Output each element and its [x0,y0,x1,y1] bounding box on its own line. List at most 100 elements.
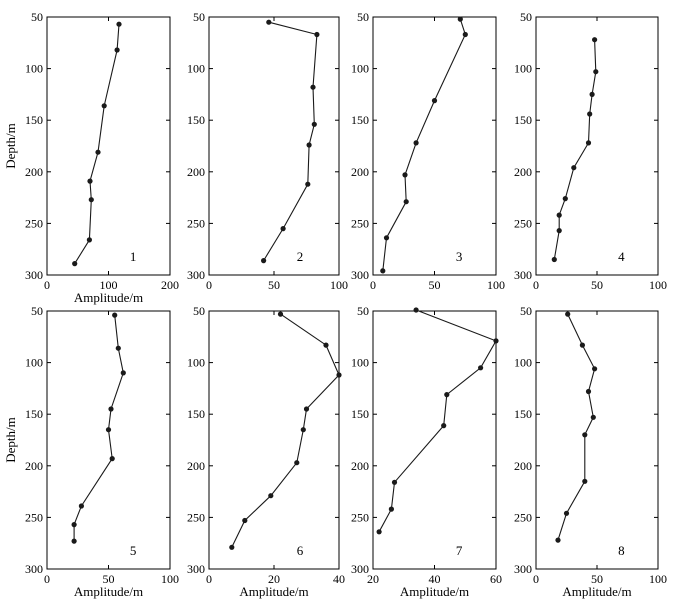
y-tick-label: 150 [187,407,205,421]
y-tick-label: 150 [351,407,369,421]
plot-frame [372,16,497,276]
y-tick-label: 300 [514,562,532,576]
data-point [565,311,571,317]
x-tick-label: 100 [100,278,118,292]
data-point [120,370,126,376]
y-tick-label: 200 [187,459,205,473]
y-tick-label: 50 [193,304,205,318]
data-point [457,16,463,22]
y-tick-label: 200 [25,165,43,179]
data-point [116,21,122,27]
y-tick-label: 150 [514,407,532,421]
data-point [229,544,235,550]
panel-number: 5 [130,543,137,558]
panel-number: 8 [618,543,625,558]
data-point [391,479,398,485]
y-tick-label: 200 [25,459,43,473]
data-point [444,392,450,398]
panel-number: 7 [456,543,463,558]
y-tick-label: 150 [25,407,43,421]
data-point [413,307,419,313]
data-point [277,311,284,317]
plot-frame [372,310,497,570]
x-tick-label: 100 [649,278,667,292]
y-tick-label: 50 [520,10,532,24]
x-tick-label: 0 [206,278,212,292]
data-point [579,342,586,348]
data-point [108,406,114,412]
data-point [556,212,562,218]
data-point [563,510,570,516]
data-point [300,427,306,433]
data-point [585,140,592,146]
y-tick-label: 100 [514,356,532,370]
data-point [310,84,316,90]
x-tick-label: 0 [44,278,50,292]
data-point [280,226,286,232]
y-tick-label: 50 [520,304,532,318]
x-tick-label: 50 [591,572,603,586]
y-tick-label: 250 [351,216,369,230]
y-tick-label: 150 [187,113,205,127]
y-tick-label: 100 [351,356,369,370]
y-tick-label: 50 [31,304,43,318]
y-axis-title: Depth/m [3,123,18,169]
series-line [557,313,596,541]
data-point [383,235,390,241]
data-point [441,423,447,429]
data-point [266,19,272,25]
data-point [88,197,94,203]
x-tick-label: 50 [429,278,441,292]
y-tick-label: 300 [351,268,369,282]
data-point [303,406,310,412]
data-point [112,312,118,318]
data-point [336,372,342,378]
data-point [101,103,107,109]
y-tick-label: 200 [351,459,369,473]
y-tick-label: 100 [25,62,43,76]
y-tick-label: 100 [187,356,205,370]
y-tick-label: 250 [351,510,369,524]
y-tick-label: 300 [25,268,43,282]
y-tick-label: 200 [514,459,532,473]
y-tick-label: 250 [25,216,43,230]
data-point [72,261,78,267]
data-point [115,345,121,351]
data-point [571,165,577,171]
data-point [555,537,561,543]
x-axis-title: Amplitude/m [400,584,469,599]
plot-frame [208,310,340,570]
y-axis-title: Depth/m [3,417,18,463]
data-point [493,338,499,344]
x-tick-label: 100 [330,278,348,292]
y-tick-label: 150 [351,113,369,127]
x-tick-label: 40 [333,572,345,586]
y-tick-label: 300 [351,562,369,576]
plot-frame [208,16,340,276]
data-point [431,98,438,104]
data-point [314,31,320,38]
x-tick-label: 0 [533,278,539,292]
series-line [74,24,120,264]
data-point [462,31,468,38]
data-point [582,478,588,484]
data-point [582,432,588,438]
data-point [592,37,598,43]
series-line [378,309,497,533]
x-tick-label: 0 [44,572,50,586]
y-tick-label: 300 [187,562,205,576]
x-axis-title: Amplitude/m [239,584,308,599]
y-tick-label: 250 [514,510,532,524]
y-tick-label: 250 [25,510,43,524]
y-tick-label: 250 [187,216,205,230]
x-axis-title: Amplitude/m [74,584,143,599]
y-tick-label: 50 [31,10,43,24]
y-tick-label: 150 [514,113,532,127]
y-tick-label: 50 [357,10,369,24]
y-tick-label: 300 [187,268,205,282]
x-tick-label: 200 [161,278,179,292]
data-point [268,493,274,499]
